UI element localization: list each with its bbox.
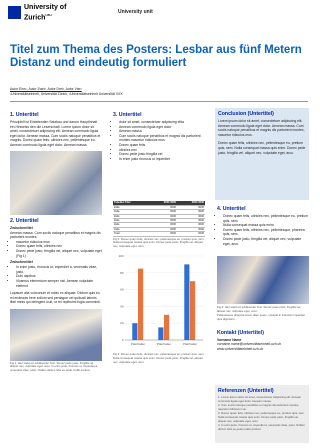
subheading: Zwischentitel	[10, 226, 102, 230]
heading: 2. Untertitel	[10, 218, 102, 224]
y-tick-label: 60	[120, 288, 124, 292]
bar	[164, 315, 169, 340]
y-tick-label: 100	[118, 254, 123, 258]
bullet-item: Donec pede justo, fringilla vel, aliquet…	[223, 237, 309, 246]
bar-chart: 0 20 40 60 80 100 Platzhalter Platzhalter Platzh…	[113, 252, 205, 352]
bar	[184, 265, 189, 341]
conclusion-box: Conclusion (Untertitel) Lorem ipsum dolo…	[215, 108, 309, 200]
column-1: 1. Untertitel Prinzipiell ist Einleitend…	[10, 112, 102, 373]
reference: 2. Cum sociis natoque penatibus et magni…	[218, 404, 306, 411]
x-tick-label: Platzhalter	[131, 342, 145, 346]
bar	[190, 282, 195, 341]
column-3: 4. Untertitel Donec quam felis, ultricie…	[217, 206, 309, 351]
uzh: UZH	[45, 13, 51, 17]
heading: 1. Untertitel	[10, 112, 102, 118]
zurich: Zurich	[24, 14, 45, 21]
bullet-item: In enim justo, rhoncus ut, imperdiet a, …	[16, 265, 102, 274]
divider	[10, 101, 308, 102]
caption: Fig 1: Hier steht ein erklärender Text. …	[10, 362, 102, 373]
poster-title: Titel zum Thema des Posters: Lesbar aus …	[10, 44, 310, 70]
paragraph: Aenean massa. Cum sociis natoque penatib…	[10, 231, 102, 240]
bullet-item: In enim justo rhoncus ut imperdiet	[119, 157, 205, 162]
reference: 1. Lorem ipsum dolor sit amet, consectet…	[218, 396, 306, 403]
y-tick-label: 40	[120, 305, 124, 309]
affiliations: ¹Universitätseinheit, Universität Zürich…	[10, 92, 123, 97]
reference: 4. In enim justo, rhoncus ut, imperdiet …	[218, 424, 306, 431]
heading: Kontakt (Untertitel)	[217, 330, 309, 336]
bullet-list: In enim justo, rhoncus ut, imperdiet a, …	[10, 265, 102, 288]
bullet-list: Donec quam felis, ultricies nec, pellent…	[217, 214, 309, 246]
image	[10, 309, 102, 361]
references-box: Referenzen (Untertitel) 1. Lorem ipsum d…	[215, 385, 309, 443]
reference: 3. Donec quam felis, ultricies nec, pell…	[218, 412, 306, 423]
heading: 4. Untertitel	[217, 206, 309, 212]
table-cell: Total	[113, 232, 149, 236]
table-cell: 0000	[177, 232, 205, 236]
bullet-item: Donec pede justo, fringilla vel, aliquet…	[16, 249, 102, 258]
column-2: 3. Untertitel dolor sit amet, consectetu…	[113, 112, 205, 364]
bullet-item: Vivamus elementum semper nisi. Aenean vu…	[16, 279, 102, 288]
heading: 3. Untertitel	[113, 112, 205, 118]
authors: Autor Eins¹, Autor Zwei², Autor Drei², A…	[10, 87, 82, 92]
paragraph: Donec quam felis, ultricies nec, pellent…	[218, 141, 306, 155]
table-cell: 0000	[149, 232, 177, 236]
bullet-item: Donec quam felis, ultricies nec, pellent…	[223, 214, 309, 223]
contact-web: www.universitätseinheit.uzh.ch	[217, 347, 309, 352]
poster: {"header":{"university":"University of",…	[0, 0, 316, 448]
logo-mark	[8, 6, 21, 19]
subheading: Zwischentitel	[10, 260, 102, 264]
caption: Fig 3: Donec quam felis, ultricies nec, …	[113, 353, 205, 364]
logo-text: University of ZurichUZH	[24, 4, 66, 21]
reference-list: 1. Lorem ipsum dolor sit amet, consectet…	[218, 396, 306, 431]
y-tick-label: 0	[122, 338, 124, 342]
x-tick-label: Platzhalter	[183, 342, 197, 346]
bar	[158, 328, 163, 341]
heading: Conclusion (Untertitel)	[218, 111, 306, 117]
bullet-list: nascetur ridiculus musDonec quam felis, …	[10, 240, 102, 258]
paragraph: Prinzipiell ist Einleitenden Satzbau und…	[10, 120, 102, 148]
university: University of	[24, 4, 66, 12]
caption: Fig 2: Donec quam felis, ultricies nec, …	[113, 238, 205, 249]
heading: Referenzen (Untertitel)	[218, 388, 306, 394]
caption: Pellentesque pharetra lorem diam quam, v…	[217, 314, 309, 321]
paragraph: Lorem ipsum dolor sit amet, consectetuer…	[218, 119, 306, 137]
x-tick-label: Platzhalter	[157, 342, 171, 346]
paragraph: Lupatum alia volorunum et nobis ex aliqu…	[10, 291, 102, 305]
y-tick-label: 80	[120, 271, 124, 275]
bullet-list: dolor sit amet, consectetuer adipiscing …	[113, 120, 205, 161]
image	[10, 151, 102, 215]
unit: University unit	[118, 9, 153, 15]
bullet-item: Cum sociis natoque penatibus et magnis d…	[119, 134, 205, 143]
image	[217, 256, 309, 304]
bar	[132, 324, 137, 341]
bar	[138, 269, 143, 340]
caption: Fig 4: Hier steht ein erklärender Text. …	[217, 306, 309, 313]
y-tick-label: 20	[120, 322, 124, 326]
bullet-item: Donec quam felis, ultricies nec, pellent…	[223, 228, 309, 237]
